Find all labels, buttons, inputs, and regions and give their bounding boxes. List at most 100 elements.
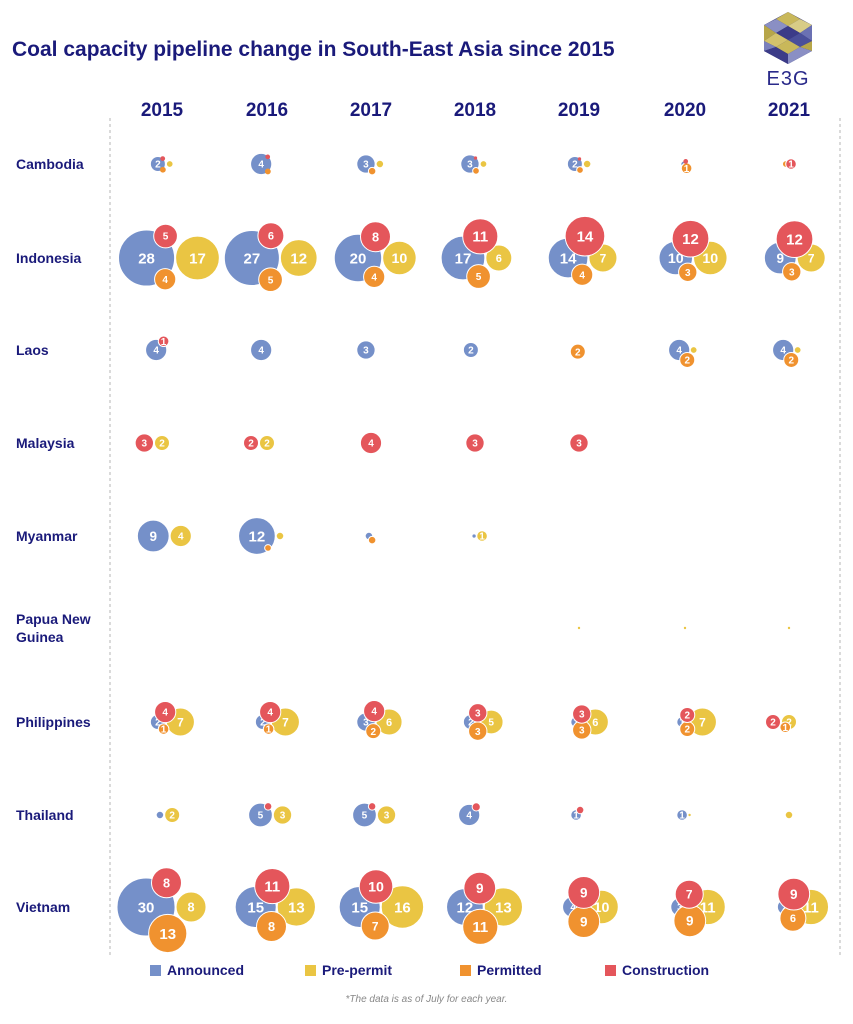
bubble-philippines-2017-construction bbox=[363, 700, 386, 723]
year-labels: 2015 2016 2017 2018 2019 2020 2021 bbox=[141, 100, 811, 121]
bubble-laos-2020-prepermit bbox=[690, 347, 697, 353]
country-label-papua-new-guinea: Papua New Guinea bbox=[16, 611, 91, 645]
footnote: *The data is as of July for each year. bbox=[345, 994, 508, 1005]
bubble-cambodia-2016-permitted bbox=[264, 168, 271, 175]
bubble-indonesia-2019-construction bbox=[564, 215, 606, 257]
bubble-myanmar-2015-prepermit bbox=[169, 524, 192, 548]
bubble-label-thailand-2016-prepermit: 3 bbox=[280, 811, 286, 822]
bubble-label-vietnam-2019-announced: 4 bbox=[570, 903, 576, 914]
bubble-cambodia-2019-prepermit bbox=[582, 159, 592, 169]
bubble-label-indonesia-2015-announced: 28 bbox=[138, 250, 155, 267]
country-label-vietnam: Vietnam bbox=[16, 899, 70, 915]
bubble-label-thailand-2017-prepermit: 3 bbox=[384, 811, 390, 822]
bubble-philippines-2019-construction bbox=[572, 704, 592, 724]
chart-title: Coal capacity pipeline change in South-E… bbox=[12, 38, 615, 61]
bubble-indonesia-2018-construction bbox=[462, 218, 499, 255]
bubble-label-vietnam-2019-prepermit: 10 bbox=[594, 900, 610, 916]
country-label-malaysia: Malaysia bbox=[16, 435, 75, 451]
bubble-label-philippines-2015-permitted: 1 bbox=[161, 725, 167, 736]
bubble-label-malaysia-2016-prepermit: 2 bbox=[264, 439, 270, 450]
country-label-laos: Laos bbox=[16, 342, 49, 358]
bubble-label-vietnam-2018-permitted: 11 bbox=[472, 919, 488, 936]
bubble-label-vietnam-2016-announced: 15 bbox=[247, 899, 264, 916]
legend-item-permitted: Permitted bbox=[460, 962, 542, 978]
bubble-label-philippines-2020-permitted: 2 bbox=[684, 725, 690, 736]
bubble-thailand-2017-construction bbox=[367, 802, 377, 811]
bubble-label-vietnam-2019-construction: 9 bbox=[580, 885, 588, 900]
bubble-label-vietnam-2016-construction: 11 bbox=[264, 878, 280, 895]
bubble-label-vietnam-2020-construction: 7 bbox=[686, 888, 693, 902]
bubble-label-indonesia-2019-construction: 14 bbox=[577, 229, 594, 246]
bubble-vietnam-2016-construction bbox=[254, 867, 291, 905]
bubble-indonesia-2016-prepermit bbox=[279, 239, 318, 277]
bubble-label-laos-2015-announced: 4 bbox=[153, 346, 159, 357]
country-label-thailand: Thailand bbox=[16, 807, 74, 823]
bubble-cambodia-2017-prepermit bbox=[375, 159, 385, 169]
bubble-label-indonesia-2017-permitted: 4 bbox=[371, 272, 377, 283]
bubble-label-laos-2021-announced: 4 bbox=[780, 346, 786, 357]
bubble-thailand-2018-construction bbox=[471, 802, 481, 812]
bubble-cambodia-2015-prepermit bbox=[165, 160, 174, 168]
bubble-label-indonesia-2016-construction: 6 bbox=[268, 231, 274, 243]
bubble-label-indonesia-2021-prepermit: 7 bbox=[808, 251, 815, 265]
bubble-label-philippines-2015-announced: 2 bbox=[155, 718, 161, 729]
bubble-vietnam-2015-construction bbox=[151, 867, 182, 899]
bubble-indonesia-2021-construction bbox=[775, 220, 814, 259]
bubble-label-vietnam-2017-construction: 10 bbox=[368, 880, 384, 896]
bubble-cambodia-2015-permitted bbox=[159, 166, 166, 173]
bubble-thailand-2015-announced bbox=[155, 810, 165, 820]
year-label-2019: 2019 bbox=[558, 100, 600, 121]
bubble-label-vietnam-2015-permitted: 13 bbox=[159, 926, 176, 943]
bubble-papua-new-guinea-2021-prepermit bbox=[787, 626, 791, 630]
legend-label-permitted: Permitted bbox=[477, 962, 542, 978]
bubble-label-philippines-2021-construction: 2 bbox=[770, 718, 776, 729]
bubble-label-philippines-2018-construction: 3 bbox=[475, 708, 481, 719]
bubble-label-indonesia-2016-announced: 27 bbox=[244, 250, 261, 267]
bubble-laos-2015-construction bbox=[157, 335, 170, 348]
bubble-label-laos-2017-announced: 3 bbox=[363, 346, 369, 357]
bubble-cambodia-2016-construction bbox=[265, 154, 271, 160]
bubble-indonesia-2020-construction bbox=[671, 219, 710, 258]
bubble-label-vietnam-2019-permitted: 9 bbox=[580, 914, 588, 929]
bubble-myanmar-2015-announced bbox=[136, 519, 170, 553]
bubble-label-cambodia-2021-construction: 1 bbox=[788, 160, 794, 171]
bubble-label-malaysia-2017-construction: 4 bbox=[368, 439, 374, 450]
year-label-2018: 2018 bbox=[454, 100, 496, 121]
bubble-label-vietnam-2017-prepermit: 16 bbox=[394, 899, 411, 916]
bubble-vietnam-2016-prepermit bbox=[276, 887, 316, 927]
bubble-cambodia-2018-permitted bbox=[472, 167, 480, 175]
bubble-laos-2016-announced bbox=[250, 338, 273, 362]
bubble-label-myanmar-2015-announced: 9 bbox=[149, 529, 157, 544]
bubble-label-malaysia-2015-construction: 3 bbox=[142, 439, 148, 450]
bubble-malaysia-2015-construction bbox=[134, 433, 155, 453]
bubble-label-indonesia-2021-permitted: 3 bbox=[789, 267, 795, 278]
bubble-label-philippines-2018-permitted: 3 bbox=[475, 727, 481, 738]
bubble-label-myanmar-2018-prepermit: 1 bbox=[479, 532, 485, 543]
bubble-thailand-2021-prepermit bbox=[784, 810, 794, 820]
bubble-label-vietnam-2021-construction: 9 bbox=[790, 887, 798, 902]
country-labels: Cambodia Indonesia Laos Malaysia Myanmar Papu… bbox=[16, 156, 91, 915]
bubble-laos-2020-permitted bbox=[679, 351, 696, 368]
bubble-label-thailand-2020-announced: 1 bbox=[679, 811, 685, 822]
bubble-label-vietnam-2015-construction: 8 bbox=[163, 875, 170, 890]
bubble-philippines-2020-construction bbox=[679, 706, 696, 723]
bubble-thailand-2020-prepermit bbox=[688, 813, 691, 817]
country-label-philippines: Philippines bbox=[16, 714, 91, 730]
legend-label-construction: Construction bbox=[622, 962, 710, 978]
bubble-myanmar-2017-permitted bbox=[367, 535, 377, 545]
bubble-malaysia-2016-construction bbox=[243, 435, 260, 451]
country-label-indonesia: Indonesia bbox=[16, 250, 82, 266]
bubble-thailand-2016-construction bbox=[263, 802, 273, 811]
bubble-label-thailand-2018-announced: 4 bbox=[466, 811, 472, 822]
bubble-label-laos-2016-announced: 4 bbox=[258, 346, 264, 357]
bubble-label-philippines-2018-prepermit: 5 bbox=[488, 718, 494, 729]
bubble-myanmar-2016-permitted bbox=[264, 544, 272, 552]
bubble-label-philippines-2018-announced: 2 bbox=[468, 718, 474, 729]
bubble-vietnam-2021-construction bbox=[777, 877, 811, 911]
legend-swatch-construction bbox=[605, 964, 616, 976]
bubble-cambodia-2019-permitted bbox=[576, 166, 584, 174]
bubble-cambodia-2015-construction bbox=[160, 156, 166, 161]
bubble-label-indonesia-2019-permitted: 4 bbox=[579, 270, 585, 281]
bubble-label-indonesia-2020-permitted: 3 bbox=[685, 268, 691, 279]
